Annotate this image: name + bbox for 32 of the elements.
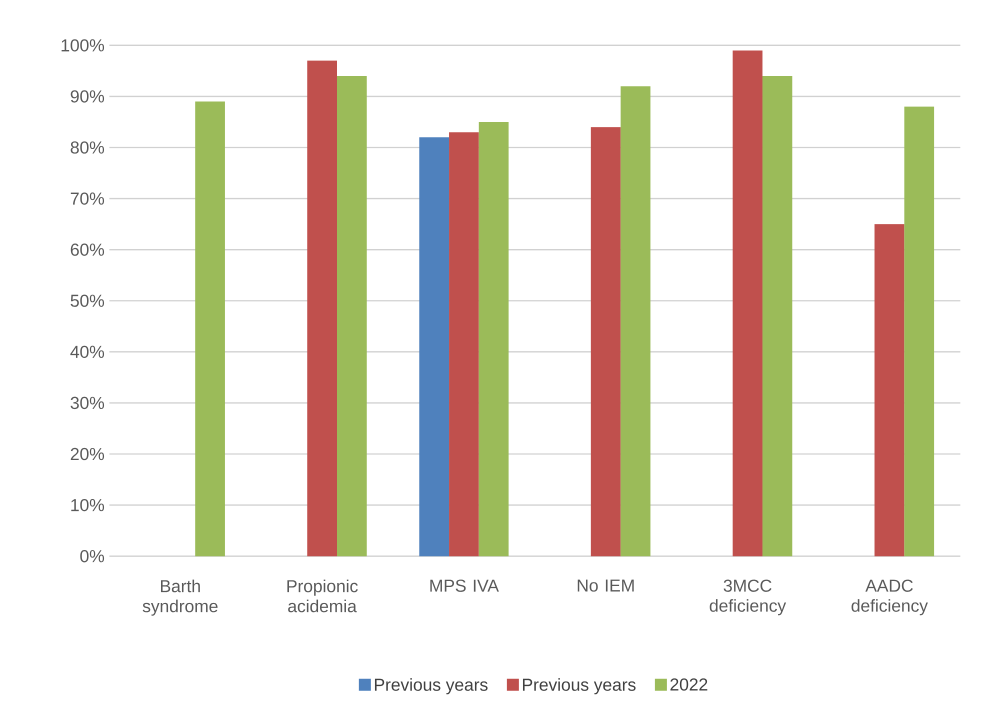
bar (337, 76, 367, 556)
bar (762, 76, 792, 556)
y-tick-label: 70% (70, 192, 104, 205)
y-tick-label: 100% (62, 39, 104, 52)
legend-label: 2022 (670, 678, 708, 691)
bar (590, 127, 621, 556)
x-tick-label: MPS IVA (430, 580, 499, 592)
y-tick-label: 20% (70, 448, 104, 460)
bar (904, 106, 934, 556)
bar (478, 122, 509, 556)
x-tick-label: Barth syndrome (142, 580, 218, 616)
x-tick-label: Propionic acidemia (287, 580, 358, 612)
bar (449, 132, 479, 556)
y-tick-label: 80% (70, 141, 104, 154)
bar (732, 50, 762, 556)
bar (195, 102, 225, 556)
bar (307, 60, 337, 556)
x-tick-label: No IEM (578, 580, 634, 592)
bar (874, 224, 904, 556)
y-tick-label: 30% (70, 396, 104, 410)
y-tick-label: 10% (71, 499, 104, 512)
y-tick-label: 60% (70, 244, 104, 256)
x-tick-label: AADC deficiency (852, 580, 928, 616)
y-tick-label: 90% (70, 90, 104, 103)
x-tick-label: 3MCC deficiency (710, 580, 786, 616)
bar (419, 137, 450, 556)
y-tick-label: 0% (80, 550, 104, 562)
bar (620, 86, 650, 556)
legend-label: Previous years (374, 678, 488, 694)
legend-label: Previous years (522, 678, 636, 694)
y-tick-label: 40% (70, 346, 104, 358)
y-tick-label: 50% (70, 294, 104, 307)
